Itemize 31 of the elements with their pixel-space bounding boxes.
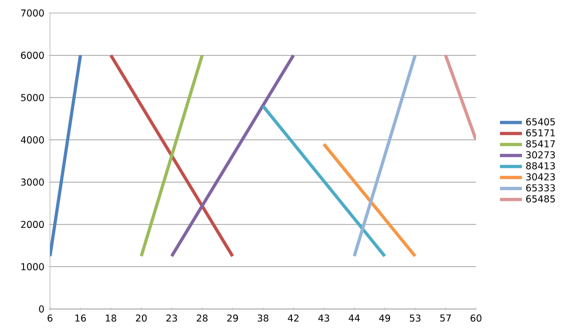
x-tick-label: 42 [288, 314, 299, 322]
legend-label: 30423 [526, 173, 555, 180]
y-tick-label: 0 [39, 305, 44, 313]
legend-label: 30273 [526, 151, 555, 158]
x-tick-label: 53 [410, 314, 420, 322]
legend-label: 65333 [526, 184, 555, 192]
x-tick-label: 16 [75, 314, 86, 322]
x-tick-label: 29 [227, 314, 238, 322]
legend-label: 88413 [526, 162, 555, 170]
y-tick-label: 4000 [20, 136, 44, 144]
x-tick-label: 20 [136, 314, 147, 322]
legend-label: 65171 [526, 129, 555, 136]
legend-label: 65485 [526, 195, 555, 202]
y-tick-label: 3000 [21, 178, 44, 186]
legend-label: 85417 [526, 140, 555, 148]
x-tick-label: 23 [166, 314, 177, 322]
y-tick-label: 1000 [21, 263, 44, 270]
x-tick-label: 60 [470, 314, 482, 322]
x-tick-label: 43 [318, 314, 330, 322]
x-tick-label: 57 [440, 314, 451, 322]
y-tick-label: 5000 [21, 94, 44, 102]
legend-label: 65405 [526, 118, 555, 126]
x-tick-label: 18 [106, 314, 116, 322]
x-tick-label: 28 [196, 314, 208, 322]
x-tick-label: 49 [379, 314, 390, 322]
y-tick-label: 7000 [21, 9, 44, 17]
x-tick-label: 6 [48, 314, 52, 322]
y-tick-label: 2000 [21, 220, 44, 228]
y-tick-label: 6000 [21, 52, 44, 59]
x-tick-label: 44 [348, 314, 360, 322]
x-tick-label: 38 [258, 314, 268, 322]
